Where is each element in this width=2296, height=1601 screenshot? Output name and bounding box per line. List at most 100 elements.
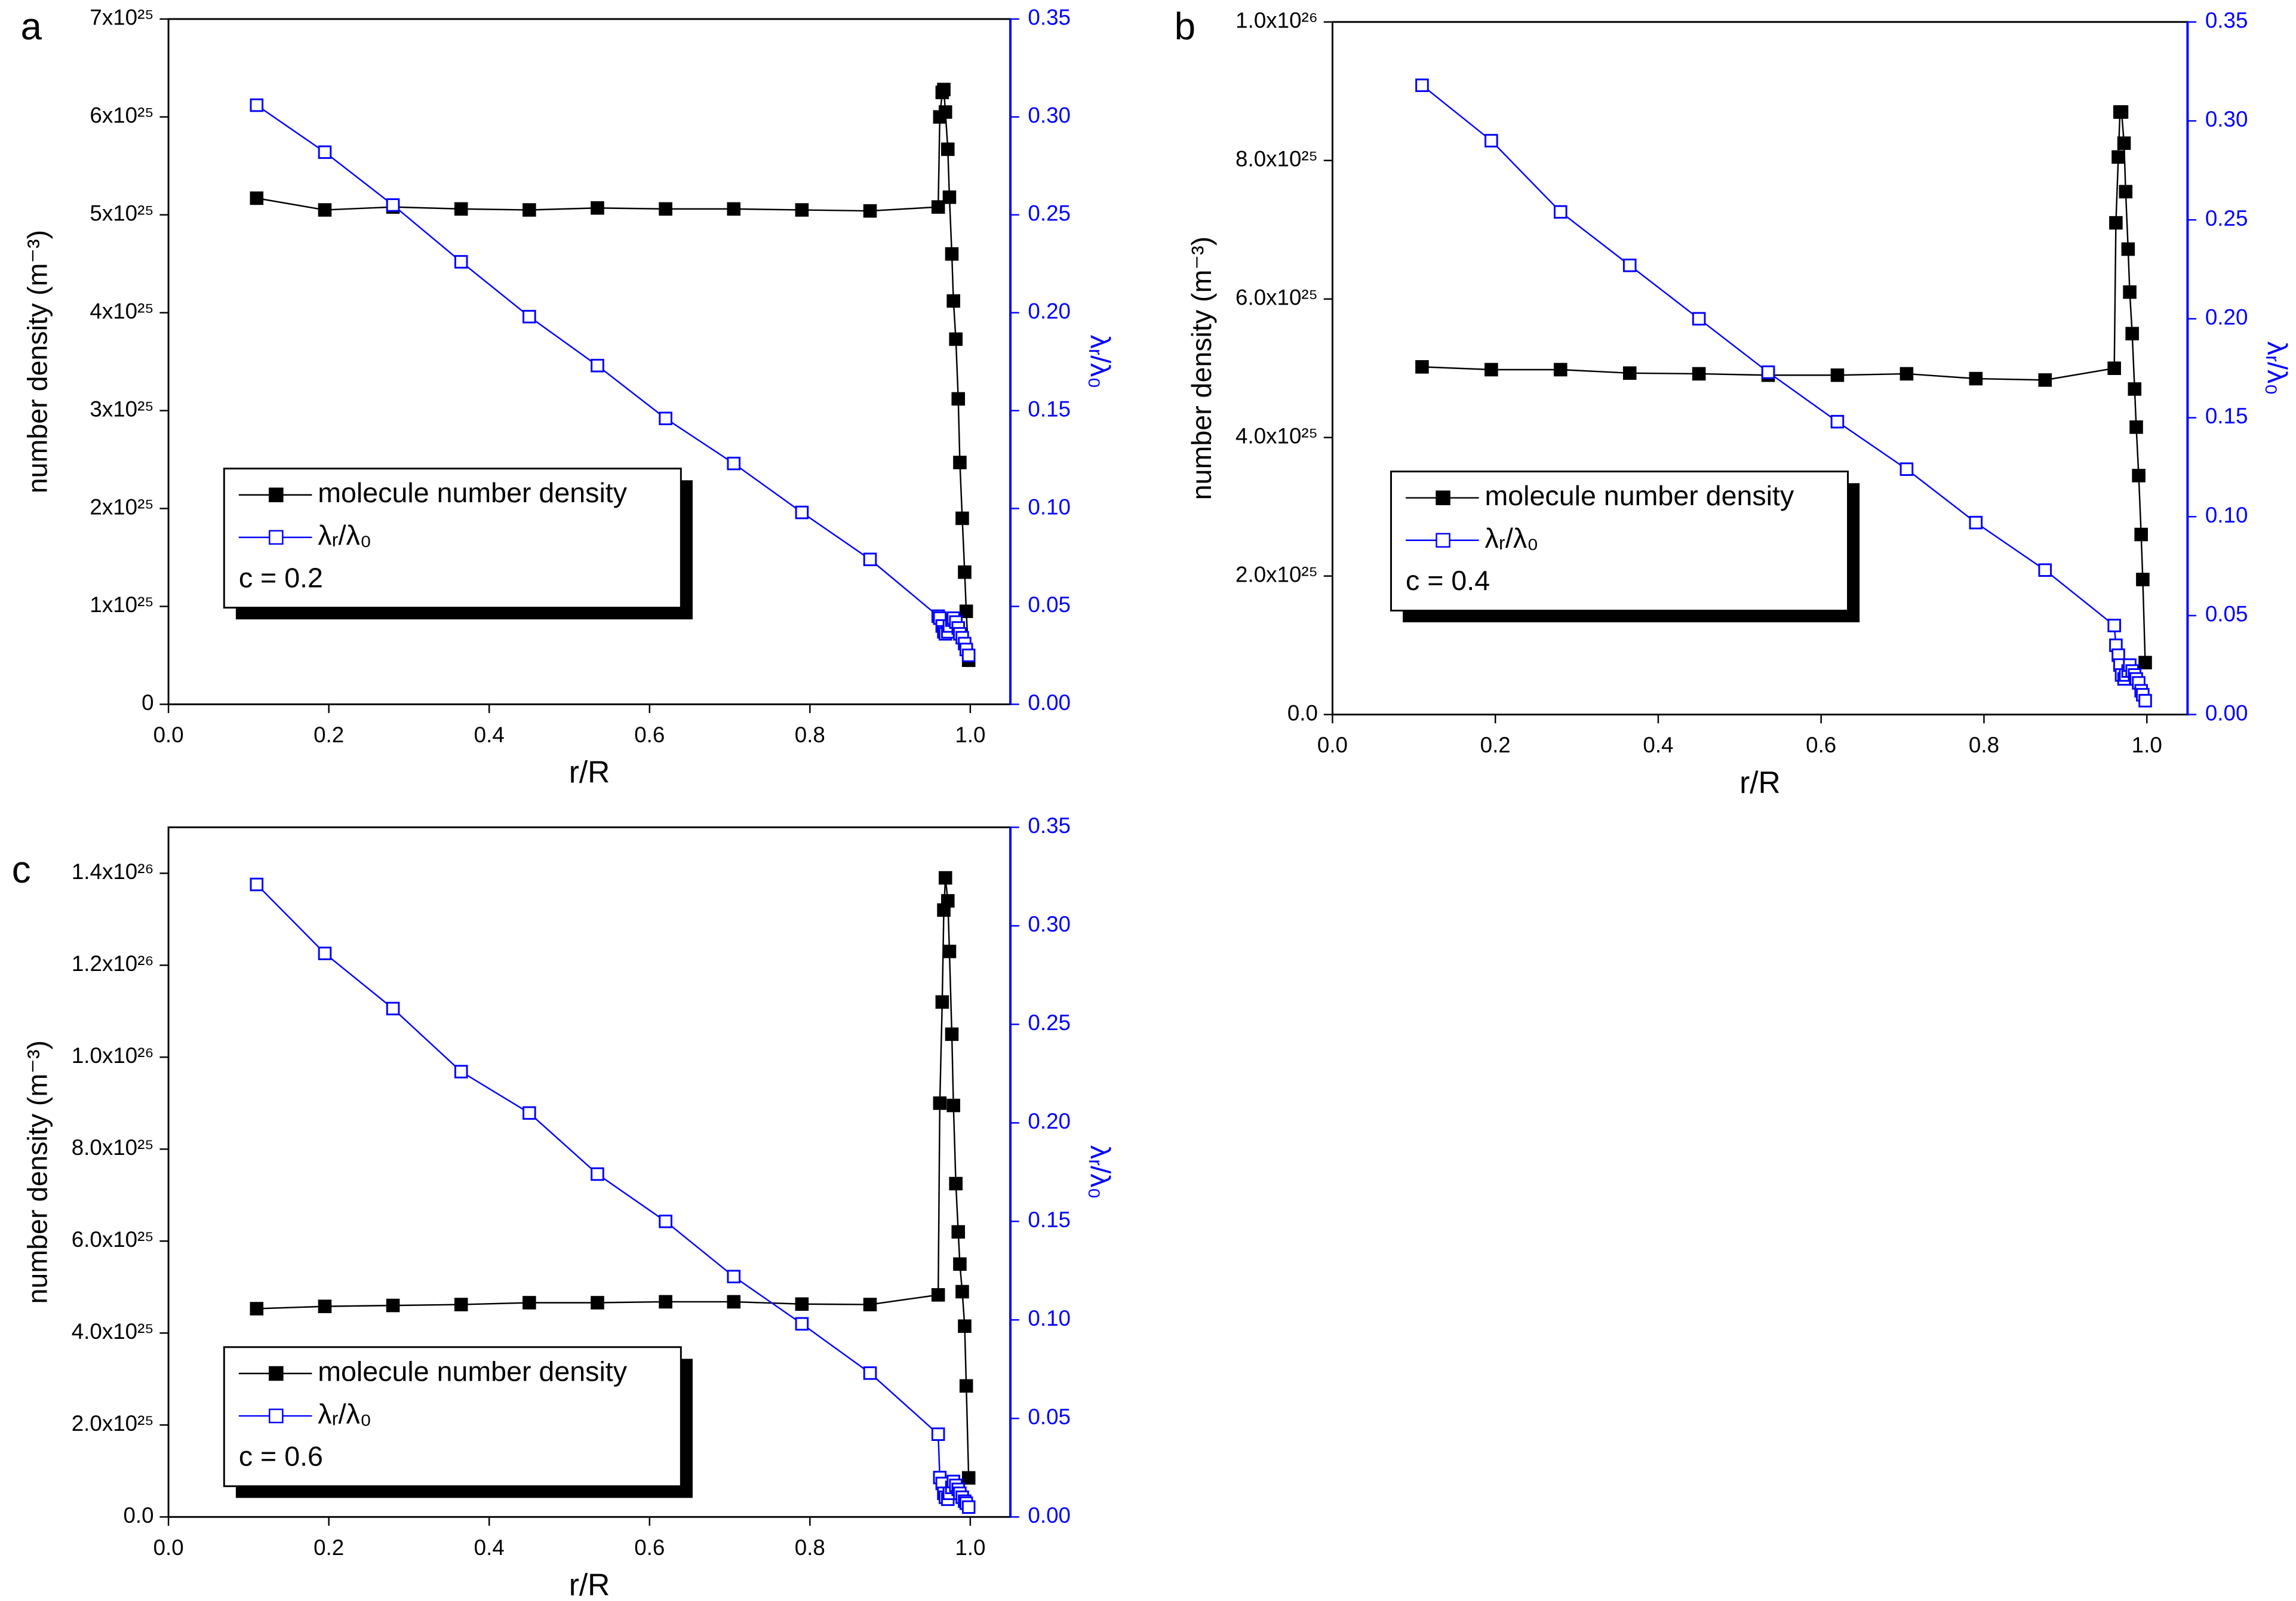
- legend-marker: [269, 530, 284, 545]
- data-point: [522, 1106, 536, 1120]
- data-point: [591, 1167, 604, 1181]
- data-point: [795, 1317, 809, 1331]
- data-point: [2128, 382, 2142, 396]
- data-point: [591, 201, 604, 215]
- data-point: [795, 1297, 809, 1311]
- y2-tick-label: 0.15: [1028, 1207, 1071, 1232]
- data-point: [659, 1215, 672, 1228]
- x-axis-label: r/R: [1739, 765, 1781, 800]
- x-tick-label: 0.6: [634, 723, 665, 747]
- data-point: [454, 1298, 468, 1311]
- legend-label: λᵣ/λ₀: [1484, 523, 1538, 554]
- data-point: [2129, 420, 2143, 434]
- data-point: [659, 202, 672, 216]
- data-point: [937, 82, 951, 97]
- y2-tick-label: 0.00: [2205, 700, 2248, 725]
- data-point: [318, 1299, 332, 1313]
- data-point: [795, 203, 809, 217]
- data-point: [949, 1176, 963, 1191]
- y2-axis-label: λᵣ/λ₀: [1085, 1145, 1116, 1199]
- legend-marker: [1436, 533, 1450, 548]
- data-point: [1415, 360, 1429, 374]
- data-point: [386, 1298, 400, 1313]
- y-tick-label: 6x10²⁵: [90, 103, 153, 128]
- data-point: [1622, 259, 1637, 272]
- data-point: [2107, 619, 2121, 632]
- data-point: [659, 1295, 672, 1309]
- x-tick-label: 0.8: [1969, 733, 1999, 757]
- y-tick-label: 6.0x10²⁵: [72, 1227, 154, 1252]
- y-tick-label: 2.0x10²⁵: [72, 1411, 154, 1436]
- y-tick-label: 0.0: [123, 1503, 153, 1528]
- annotation: c = 0.2: [239, 562, 323, 593]
- data-point: [250, 98, 264, 112]
- y-tick-label: 1.2x10²⁶: [72, 951, 154, 976]
- data-point: [2121, 242, 2135, 256]
- data-point: [946, 1098, 960, 1113]
- data-point: [727, 1295, 741, 1309]
- y2-tick-label: 0.25: [1028, 201, 1071, 225]
- data-point: [959, 604, 973, 618]
- data-point: [318, 203, 332, 217]
- data-point: [2114, 105, 2129, 119]
- data-point: [2125, 327, 2139, 340]
- panel: b 0.0 0.2 0.4 0.6 0.8 1.0 0.0 2.0x10²⁵ 4.0x10²⁵ 6.…: [1175, 5, 2294, 800]
- panel-label: c: [12, 848, 31, 891]
- x-tick-label: 0.2: [313, 723, 344, 747]
- data-point: [2138, 694, 2152, 708]
- legend-box: [223, 1346, 682, 1488]
- data-point: [945, 1027, 959, 1041]
- x-tick-label: 0.6: [634, 1535, 665, 1560]
- data-point: [938, 105, 952, 119]
- data-point: [951, 1225, 966, 1239]
- data-point: [2111, 150, 2125, 164]
- y2-tick-label: 0.30: [1028, 103, 1071, 128]
- y2-tick-label: 0.35: [2205, 8, 2248, 32]
- x-tick-label: 1.0: [955, 1535, 985, 1560]
- data-point: [2134, 527, 2148, 542]
- y2-tick-label: 0.35: [1028, 5, 1071, 30]
- y2-tick-label: 0.25: [1028, 1010, 1071, 1035]
- x-tick-label: 0.8: [795, 723, 825, 747]
- y2-tick-label: 0.05: [2205, 602, 2248, 626]
- x-tick-label: 0.4: [474, 723, 505, 747]
- data-point: [522, 1296, 536, 1310]
- data-point: [1484, 362, 1498, 377]
- data-point: [940, 142, 955, 156]
- data-point: [1554, 205, 1567, 219]
- data-point: [942, 190, 957, 204]
- data-point: [863, 1298, 877, 1311]
- x-tick-label: 0.0: [153, 723, 184, 747]
- y-tick-label: 1.0x10²⁶: [1235, 8, 1318, 32]
- data-point: [1830, 414, 1845, 429]
- data-point: [940, 894, 955, 908]
- y2-tick-label: 0.25: [2205, 206, 2248, 231]
- data-point: [1692, 312, 1706, 326]
- data-point: [727, 1270, 741, 1283]
- x-tick-label: 0.2: [1480, 733, 1511, 757]
- data-point: [1415, 78, 1429, 93]
- data-point: [935, 995, 949, 1009]
- data-point: [2136, 573, 2150, 586]
- data-point: [2138, 656, 2152, 669]
- panel-label: b: [1175, 5, 1195, 48]
- y2-axis-label: λᵣ/λ₀: [2262, 342, 2293, 395]
- data-point: [942, 944, 957, 958]
- data-point: [863, 1366, 877, 1380]
- legend-label: λᵣ/λ₀: [318, 520, 371, 551]
- y2-tick-label: 0.30: [2205, 107, 2248, 131]
- data-point: [1830, 368, 1845, 382]
- y2-tick-label: 0.00: [1028, 690, 1071, 715]
- y-tick-label: 2.0x10²⁵: [1235, 562, 1318, 586]
- data-point: [250, 877, 264, 892]
- y-axis-label: number density (m⁻³): [22, 230, 53, 493]
- data-point: [1899, 462, 1914, 476]
- data-point: [1969, 371, 1983, 386]
- data-point: [961, 1500, 976, 1514]
- legend-marker: [269, 1366, 284, 1381]
- y-tick-label: 8.0x10²⁵: [72, 1135, 154, 1160]
- data-point: [951, 392, 966, 406]
- x-axis-label: r/R: [569, 755, 610, 789]
- data-point: [454, 255, 468, 269]
